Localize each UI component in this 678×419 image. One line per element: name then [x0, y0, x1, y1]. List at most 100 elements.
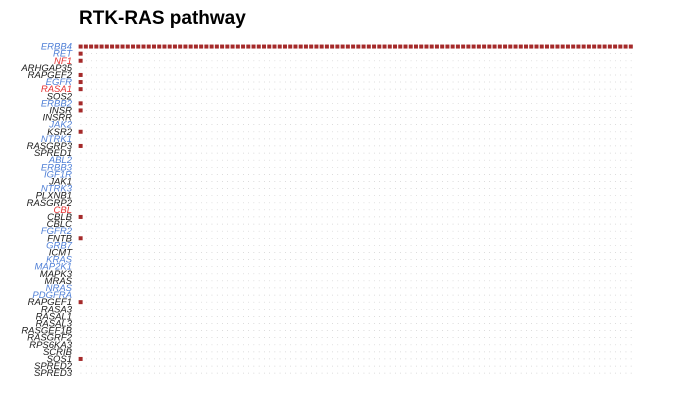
mutation-cell-erbb4-15 — [157, 44, 162, 49]
mutation-cell-erbb4-59 — [387, 44, 392, 49]
mutation-cell-erbb4-82 — [508, 44, 513, 49]
mutation-cell-erbb4-93 — [565, 44, 570, 49]
mutation-cell-erbb4-39 — [282, 44, 287, 49]
gene-label-jak1: JAK1 — [48, 177, 72, 188]
mutation-cell-erbb4-21 — [188, 44, 193, 49]
mutation-cell-erbb4-33 — [251, 44, 256, 49]
gene-labels: ERBB4RETNF1ARHGAP35RAPGEF2EGFRRASA1SOS2E… — [20, 42, 73, 380]
mutation-cell-ret-0 — [78, 51, 83, 56]
mutation-cell-erbb4-84 — [518, 44, 523, 49]
mutation-cell-erbb4-79 — [492, 44, 497, 49]
mutation-cell-erbb4-72 — [455, 44, 460, 49]
mutation-cell-erbb4-41 — [293, 44, 298, 49]
mutation-cell-erbb4-27 — [220, 44, 225, 49]
mutation-cell-erbb4-55 — [366, 44, 371, 49]
mutation-cell-erbb4-81 — [503, 44, 508, 49]
chart-title: RTK-RAS pathway — [79, 8, 246, 29]
mutation-cell-erbb4-47 — [324, 44, 329, 49]
mutation-cell-ksr2-0 — [78, 129, 83, 134]
mutation-cell-erbb4-68 — [434, 44, 439, 49]
gene-label-rasa1: RASA1 — [41, 84, 72, 95]
mutation-cell-erbb4-20 — [183, 44, 188, 49]
gene-label-arhgap35: ARHGAP35 — [20, 63, 72, 74]
mutation-cell-erbb4-51 — [345, 44, 350, 49]
gene-label-mras: MRAS — [45, 276, 73, 287]
grid-dots — [80, 46, 632, 374]
gene-label-nf1: NF1 — [54, 56, 72, 67]
mutation-cell-erbb4-89 — [544, 44, 549, 49]
gene-label-nras: NRAS — [46, 283, 73, 294]
mutation-cell-erbb4-69 — [440, 44, 445, 49]
mutation-cell-erbb4-24 — [204, 44, 209, 49]
mutation-cell-erbb4-26 — [214, 44, 219, 49]
gene-label-jak2: JAK2 — [48, 120, 72, 131]
mutation-cell-erbb4-61 — [398, 44, 403, 49]
mutation-cell-erbb4-100 — [602, 44, 607, 49]
mutation-cell-erbb4-17 — [167, 44, 172, 49]
mutation-cell-erbb4-1 — [83, 44, 88, 49]
gene-label-spred3: SPRED3 — [34, 368, 73, 379]
mutation-cell-erbb2-0 — [78, 101, 83, 106]
mutation-cell-rapgef2-0 — [78, 72, 83, 77]
gene-label-rapgef1: RAPGEF1 — [28, 297, 72, 308]
mutation-cell-erbb4-9 — [125, 44, 130, 49]
gene-label-erbb4: ERBB4 — [41, 42, 72, 53]
gene-label-ksr2: KSR2 — [47, 127, 73, 138]
mutation-cell-erbb4-54 — [361, 44, 366, 49]
mutation-cell-sos1-0 — [78, 356, 83, 361]
mutation-cell-erbb4-28 — [225, 44, 230, 49]
mutation-cell-erbb4-91 — [555, 44, 560, 49]
mutation-cell-erbb4-14 — [151, 44, 156, 49]
mutation-cell-erbb4-86 — [529, 44, 534, 49]
mutation-cell-erbb4-40 — [288, 44, 293, 49]
mutation-cell-erbb4-102 — [613, 44, 618, 49]
mutation-cell-erbb4-105 — [628, 44, 633, 49]
mutation-cell-erbb4-0 — [78, 44, 83, 49]
mutation-cell-erbb4-10 — [131, 44, 136, 49]
gene-label-scrib: SCRIB — [43, 347, 73, 358]
mutation-cell-insr-0 — [78, 108, 83, 113]
mutation-cell-erbb4-13 — [146, 44, 151, 49]
mutation-cell-erbb4-35 — [262, 44, 267, 49]
mutation-cell-erbb4-60 — [393, 44, 398, 49]
gene-label-rasal3: RASAL3 — [36, 319, 73, 330]
mutation-cell-erbb4-8 — [120, 44, 125, 49]
gene-label-abl2: ABL2 — [48, 155, 73, 166]
mutation-cell-erbb4-48 — [330, 44, 335, 49]
mutation-cell-erbb4-90 — [550, 44, 555, 49]
mutation-cell-erbb4-99 — [597, 44, 602, 49]
mutation-cell-erbb4-46 — [319, 44, 324, 49]
mutation-cell-erbb4-104 — [623, 44, 628, 49]
gene-label-pdgfra: PDGFRA — [32, 290, 72, 301]
mutation-cell-erbb4-94 — [571, 44, 576, 49]
gene-label-rasgrp2: RASGRP2 — [27, 198, 73, 209]
mutation-cell-erbb4-95 — [576, 44, 581, 49]
gene-label-egfr: EGFR — [46, 77, 73, 88]
mutation-cell-erbb4-2 — [89, 44, 94, 49]
gene-label-cblb: CBLB — [47, 212, 72, 223]
gene-label-igf1r: IGF1R — [44, 169, 72, 180]
mutation-cell-erbb4-75 — [471, 44, 476, 49]
mutation-cell-erbb4-22 — [193, 44, 198, 49]
gene-label-rapgef2: RAPGEF2 — [28, 70, 73, 81]
mutation-cell-erbb4-52 — [351, 44, 356, 49]
mutation-cell-erbb4-11 — [136, 44, 141, 49]
mutation-cell-erbb4-30 — [235, 44, 240, 49]
mutation-cell-cblb-0 — [78, 214, 83, 219]
mutation-cell-erbb4-58 — [382, 44, 387, 49]
mutation-cell-erbb4-4 — [99, 44, 104, 49]
mutation-cell-rasa1-0 — [78, 87, 83, 92]
gene-label-rasgrf2: RASGRF2 — [27, 333, 73, 344]
mutation-cell-erbb4-25 — [209, 44, 214, 49]
mutation-cell-erbb4-6 — [110, 44, 115, 49]
mutation-cell-erbb4-65 — [419, 44, 424, 49]
mutation-cell-fntb-0 — [78, 236, 83, 241]
gene-label-sos1: SOS1 — [47, 354, 72, 365]
gene-label-rasgef1b: RASGEF1B — [21, 326, 72, 337]
gene-label-spred1: SPRED1 — [34, 148, 72, 159]
mutation-cell-erbb4-77 — [482, 44, 487, 49]
mutation-cell-erbb4-56 — [372, 44, 377, 49]
mutation-cell-erbb4-62 — [403, 44, 408, 49]
mutation-cell-erbb4-67 — [429, 44, 434, 49]
